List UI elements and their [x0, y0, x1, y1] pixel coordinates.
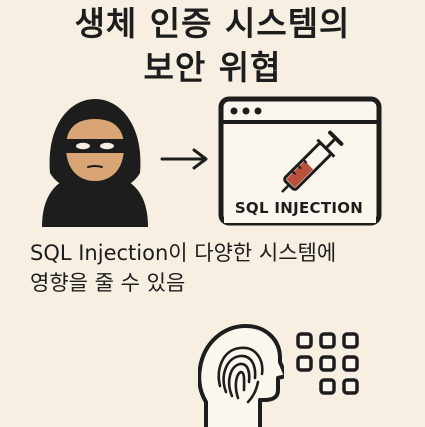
- arrow-right-icon: [160, 148, 208, 170]
- syringe-icon: [281, 130, 344, 193]
- browser-window-icon: [218, 96, 382, 226]
- caption-line-2: 영향을 줄 수 있음: [30, 271, 186, 295]
- sql-injection-label: SQL INJECTION: [234, 199, 364, 217]
- hacker-icon: [42, 99, 148, 227]
- title-line-1: 생체 인증 시스템의: [74, 4, 351, 43]
- caption: SQL Injection이 다양한 시스템에 영향을 줄 수 있음: [30, 238, 410, 298]
- keypad-icon: [296, 332, 359, 395]
- fingerprint-head-icon: [198, 324, 284, 427]
- title-line-2: 보안 위협: [143, 48, 282, 87]
- page-title: 생체 인증 시스템의 보안 위협: [0, 2, 425, 90]
- caption-line-1: SQL Injection이 다양한 시스템에: [30, 241, 337, 265]
